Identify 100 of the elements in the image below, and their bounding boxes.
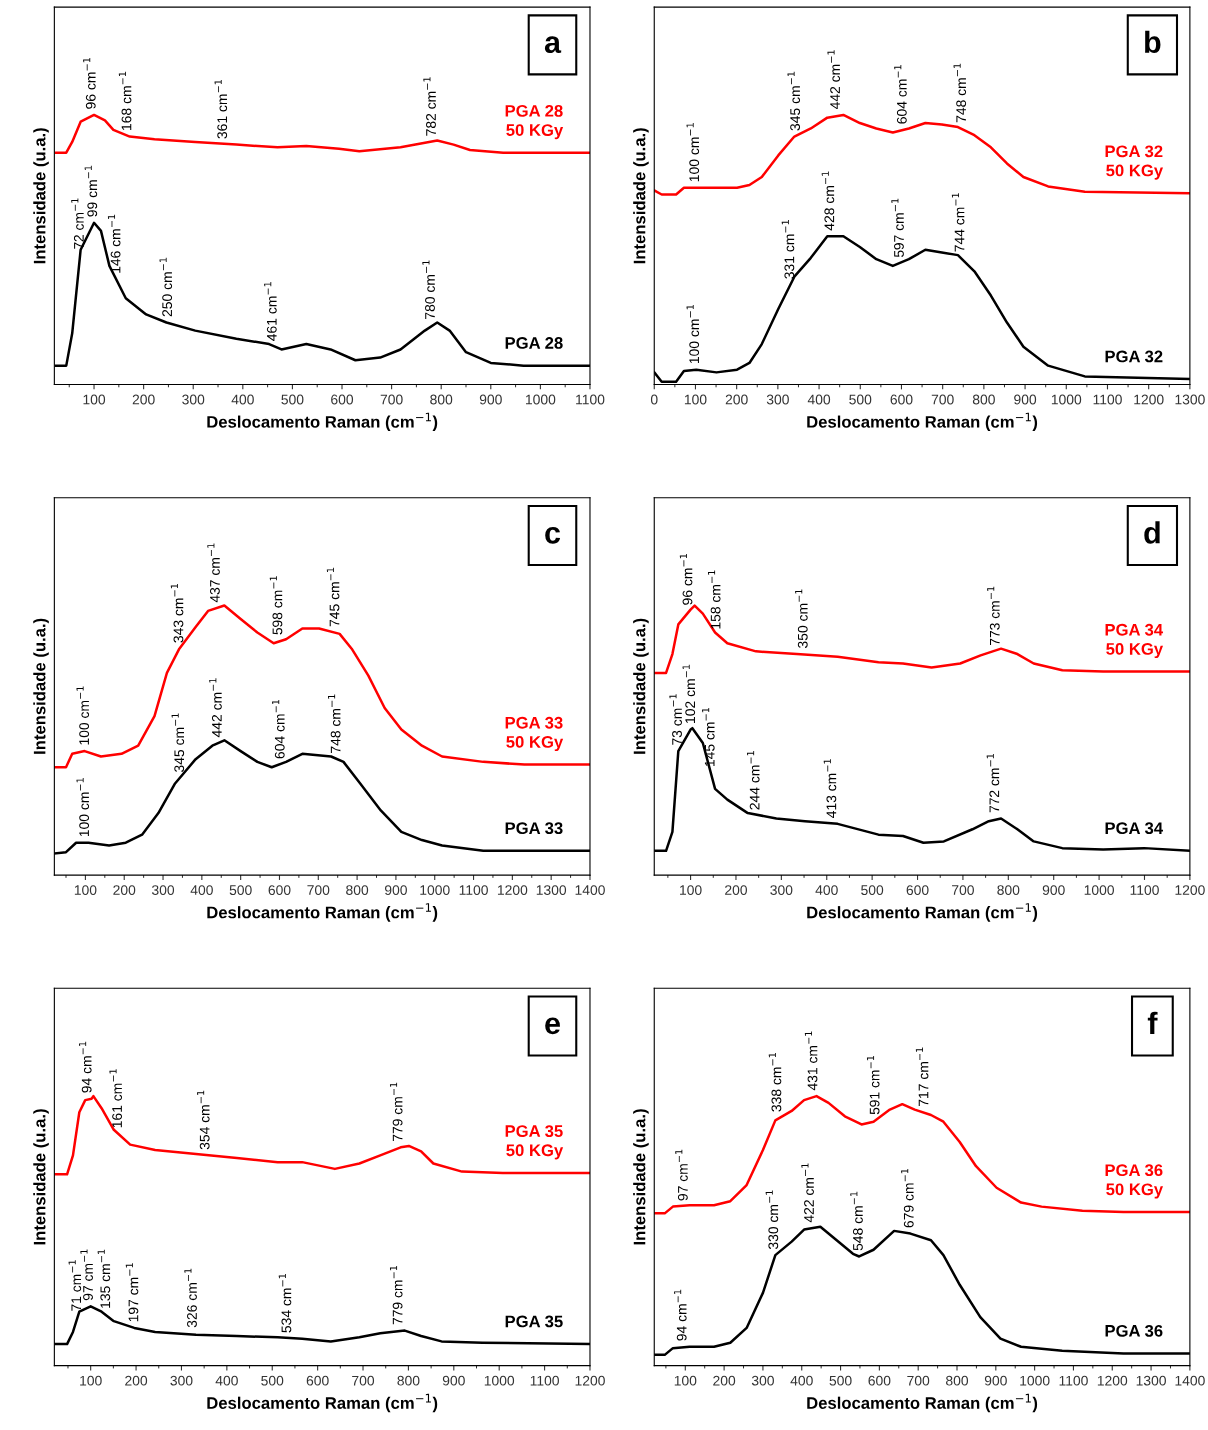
- series-label: PGA 28: [505, 337, 563, 349]
- x-tick-label: 1000: [420, 885, 450, 895]
- annotation: 345 cm$^{−1}$: [787, 71, 801, 131]
- x-tick-label: 1000: [1051, 394, 1082, 405]
- annotation: 548 cm$^{−1}$: [850, 1191, 863, 1251]
- annotation: 158 cm$^{−1}$: [707, 570, 721, 629]
- x-tick-label: 200: [132, 394, 155, 405]
- y-axis-title: Intensidade (u.a.): [633, 1109, 649, 1245]
- annotation: 779 cm$^{−1}$: [389, 1265, 403, 1325]
- x-tick-label: 1300: [1136, 1375, 1166, 1386]
- x-tick-label: 1000: [526, 394, 556, 405]
- annotation: 168 cm$^{−1}$: [118, 71, 132, 130]
- series-label: PGA 36 50 KGy: [1105, 1164, 1164, 1199]
- annotation: 773 cm$^{−1}$: [987, 586, 1000, 646]
- x-axis-title: Deslocamento Raman (cm$^{−1}$): [207, 903, 438, 922]
- annotation: 604 cm$^{−1}$: [272, 699, 285, 759]
- x-tick-label: 300: [151, 885, 175, 895]
- annotation: 354 cm$^{−1}$: [197, 1090, 210, 1150]
- x-tick-label: 300: [170, 1375, 193, 1386]
- x-tick-label: 700: [952, 885, 974, 895]
- annotation: 100 cm$^{−1}$: [76, 778, 90, 837]
- x-tick-label: 700: [352, 1375, 375, 1386]
- x-tick-label: 800: [946, 1375, 969, 1386]
- x-axis-title: Deslocamento Raman (cm$^{−1}$): [807, 903, 1038, 922]
- x-tick-label: 600: [868, 1375, 891, 1386]
- x-tick-label: 300: [766, 394, 789, 405]
- annotation: 604 cm$^{−1}$: [894, 65, 907, 124]
- annotation: 343 cm$^{−1}$: [170, 584, 184, 643]
- x-tick-label: 100: [684, 394, 707, 405]
- text: f: [1147, 1011, 1158, 1034]
- x-tick-label: 200: [725, 885, 748, 895]
- annotation: 146 cm$^{−1}$: [107, 214, 121, 273]
- x-tick-label: 600: [268, 885, 291, 895]
- text: a: [544, 36, 562, 54]
- annotation: 331 cm$^{−1}$: [781, 220, 795, 279]
- annotation: 161 cm$^{−1}$: [109, 1069, 122, 1128]
- x-tick-label: 1000: [1084, 885, 1114, 895]
- annotation: 597 cm$^{−1}$: [891, 198, 904, 258]
- x-tick-label: 1100: [1130, 885, 1159, 895]
- x-tick-label: 1100: [530, 1375, 559, 1386]
- annotation: 437 cm$^{−1}$: [207, 543, 220, 603]
- annotation: 598 cm$^{−1}$: [269, 576, 283, 635]
- x-tick-label: 1100: [1093, 394, 1122, 405]
- x-tick-label: 900: [479, 394, 502, 405]
- x-tick-label: 500: [861, 885, 884, 895]
- series-label: PGA 32: [1105, 350, 1163, 363]
- annotation: 100 cm$^{−1}$: [76, 686, 90, 745]
- text: b: [1145, 30, 1161, 54]
- x-tick-label: 800: [972, 394, 995, 405]
- x-tick-label: 700: [931, 394, 954, 405]
- annotation: 94 cm$^{−1}$: [674, 1289, 687, 1341]
- annotation: 71 cm$^{−1}$: [68, 1260, 82, 1311]
- text: d: [1144, 521, 1160, 544]
- annotation: 679 cm$^{−1}$: [901, 1168, 914, 1228]
- x-tick-label: 1200: [497, 885, 528, 895]
- annotation: 442 cm$^{−1}$: [209, 678, 222, 738]
- x-tick-label: 200: [125, 1375, 148, 1386]
- series-label: PGA 35 50 KGy: [505, 1125, 564, 1160]
- series-label: PGA 34 50 KGy: [1105, 623, 1164, 659]
- x-tick-label: 100: [83, 394, 106, 405]
- y-axis-title: Intensidade (u.a.): [33, 1109, 49, 1245]
- x-tick-label: 600: [906, 885, 929, 895]
- x-tick-label: 800: [397, 1375, 420, 1386]
- annotation: 782 cm$^{−1}$: [423, 77, 436, 136]
- series-label: PGA 35: [505, 1315, 563, 1328]
- x-tick-label: 1100: [1059, 1375, 1088, 1386]
- x-tick-label: 600: [331, 394, 354, 405]
- x-tick-label: 300: [182, 394, 205, 405]
- annotation: 431 cm$^{−1}$: [804, 1031, 818, 1091]
- series-label: PGA 36: [1105, 1324, 1163, 1337]
- x-tick-label: 200: [713, 1375, 736, 1386]
- text: c: [545, 526, 561, 544]
- series-label: PGA 33: [505, 822, 563, 835]
- annotation: 96 cm$^{−1}$: [83, 58, 96, 109]
- x-tick-label: 400: [231, 394, 254, 405]
- annotation: 361 cm$^{−1}$: [214, 79, 228, 139]
- y-axis-title: Intensidade (u.a.): [33, 618, 49, 754]
- annotation: 591 cm$^{−1}$: [866, 1055, 880, 1115]
- annotation: 100 cm$^{−1}$: [686, 123, 700, 182]
- annotation: 244 cm$^{−1}$: [747, 751, 760, 810]
- annotation: 102 cm$^{−1}$: [682, 664, 696, 723]
- x-tick-label: 1000: [1020, 1375, 1050, 1386]
- annotation: 442 cm$^{−1}$: [827, 50, 840, 110]
- x-tick-label: 900: [1014, 394, 1037, 405]
- annotation: 745 cm$^{−1}$: [326, 567, 340, 627]
- x-tick-label: 400: [190, 885, 213, 895]
- x-tick-label: 700: [907, 1375, 930, 1386]
- annotation: 100 cm$^{−1}$: [686, 305, 700, 364]
- annotation: 94 cm$^{−1}$: [79, 1041, 92, 1093]
- x-tick-label: 100: [80, 1375, 102, 1386]
- x-tick-label: 500: [281, 394, 304, 405]
- series-label: PGA 32 50 KGy: [1105, 145, 1164, 180]
- x-tick-label: 1200: [1097, 1375, 1128, 1386]
- x-tick-label: 1400: [1175, 1375, 1205, 1386]
- x-tick-label: 800: [346, 885, 369, 895]
- x-tick-label: 400: [215, 1375, 238, 1386]
- x-tick-label: 500: [849, 394, 872, 405]
- annotation: 748 cm$^{−1}$: [953, 63, 967, 123]
- x-tick-label: 600: [890, 394, 913, 405]
- x-tick-label: 100: [674, 1375, 697, 1386]
